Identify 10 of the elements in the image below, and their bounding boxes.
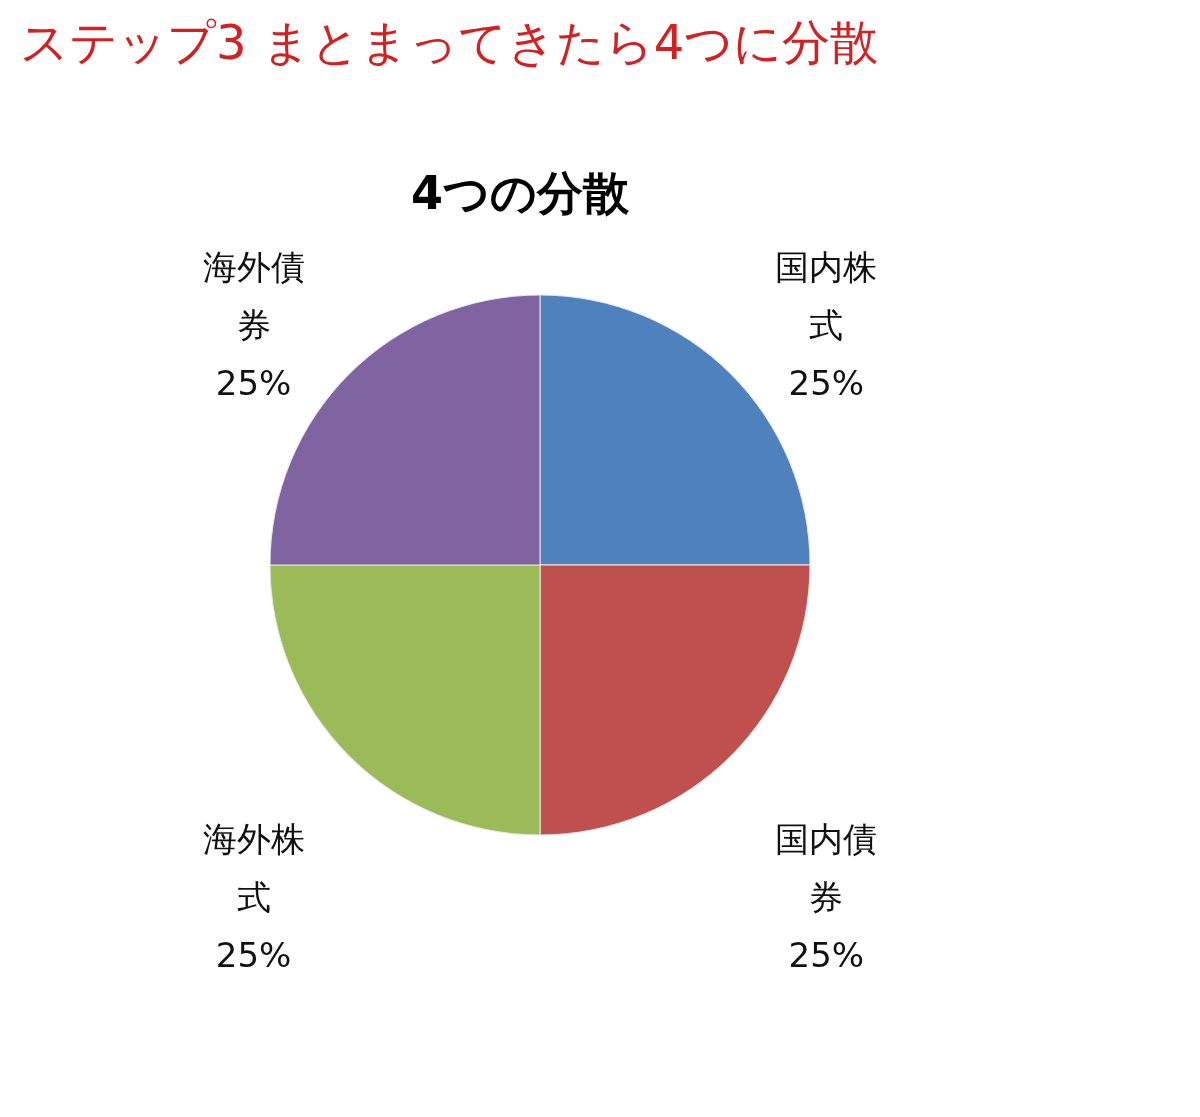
chart-title: ステップ3 まとまってきたら4つに分散 [20, 14, 879, 70]
slice-label: 国内債券 [775, 819, 878, 918]
data-label: 25% [215, 935, 292, 976]
data-label: 25% [788, 362, 865, 403]
slice-label: 海外債券 [202, 246, 305, 345]
chart-subtitle: 4つの分散 [410, 166, 630, 220]
slice-label: 国内株式 [775, 246, 878, 345]
data-label: 25% [215, 362, 292, 403]
data-label: 25% [788, 935, 865, 976]
slice-label: 海外株式 [202, 819, 305, 918]
